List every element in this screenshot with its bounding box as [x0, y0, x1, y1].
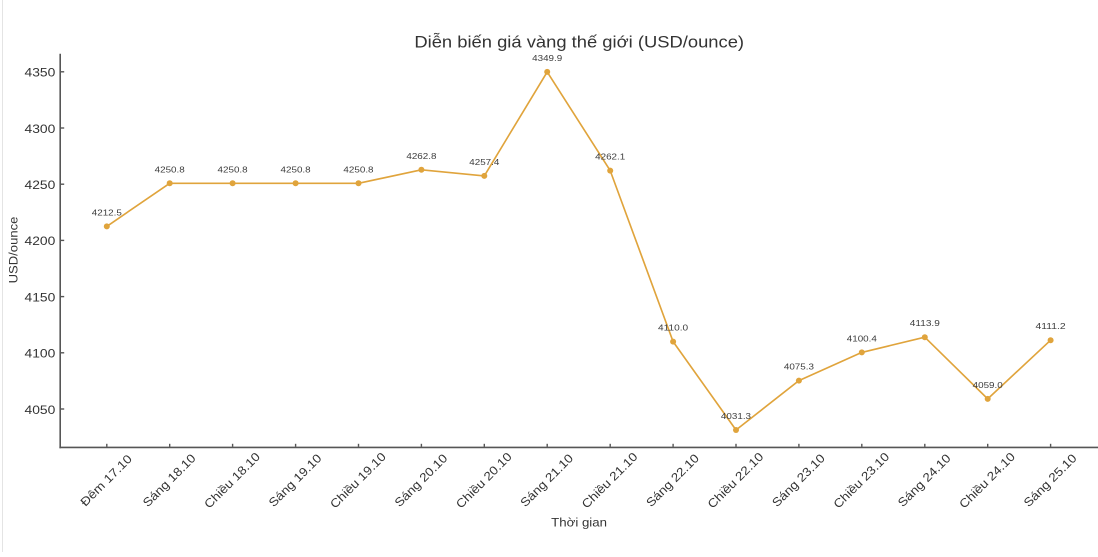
svg-text:4262.8: 4262.8 — [406, 151, 436, 161]
svg-text:4250.8: 4250.8 — [281, 164, 311, 174]
svg-text:4250.8: 4250.8 — [155, 164, 185, 174]
svg-text:4100: 4100 — [25, 347, 56, 361]
svg-text:4350: 4350 — [25, 66, 56, 80]
svg-text:4050: 4050 — [25, 403, 56, 417]
svg-text:Thời gian: Thời gian — [551, 515, 607, 529]
svg-text:4031.3: 4031.3 — [721, 411, 751, 421]
svg-text:4150: 4150 — [25, 290, 56, 304]
svg-text:4257.4: 4257.4 — [469, 157, 499, 167]
svg-text:4111.2: 4111.2 — [1036, 321, 1066, 331]
svg-text:4110.0: 4110.0 — [658, 323, 688, 333]
svg-text:4250.8: 4250.8 — [218, 164, 248, 174]
svg-text:4212.5: 4212.5 — [92, 207, 122, 217]
svg-text:4113.9: 4113.9 — [910, 318, 940, 328]
svg-text:4100.4: 4100.4 — [847, 333, 877, 343]
svg-text:4059.0: 4059.0 — [973, 380, 1003, 390]
svg-text:4262.1: 4262.1 — [595, 152, 625, 162]
svg-text:4250: 4250 — [25, 178, 56, 192]
svg-text:4200: 4200 — [25, 234, 56, 248]
svg-text:Diễn biến giá vàng thế giới (U: Diễn biến giá vàng thế giới (USD/ounce) — [414, 33, 744, 52]
svg-text:4250.8: 4250.8 — [343, 164, 373, 174]
svg-text:USD/ounce: USD/ounce — [7, 216, 21, 283]
svg-text:4300: 4300 — [25, 122, 56, 136]
svg-text:4075.3: 4075.3 — [784, 362, 814, 372]
svg-text:4349.9: 4349.9 — [532, 53, 562, 63]
